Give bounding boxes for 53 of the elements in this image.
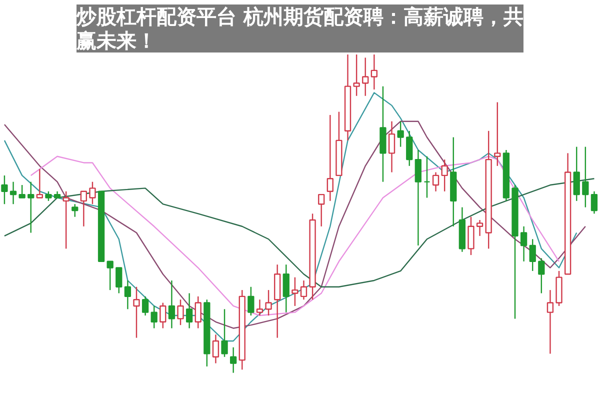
candlestick xyxy=(265,289,272,316)
candlestick xyxy=(133,286,140,338)
candlestick xyxy=(186,292,193,329)
candlestick xyxy=(221,308,228,358)
candlestick xyxy=(1,174,8,205)
candlestick xyxy=(590,190,598,214)
candlestick xyxy=(62,190,70,250)
candlestick xyxy=(106,260,114,291)
candlestick xyxy=(529,238,536,272)
candlestick xyxy=(582,146,589,208)
candlestick xyxy=(194,296,202,329)
candlestick xyxy=(124,280,132,310)
candlestick xyxy=(441,158,448,192)
candlestick xyxy=(520,226,528,262)
candlestick xyxy=(406,130,413,167)
candlestick xyxy=(116,267,122,294)
candlestick xyxy=(388,120,396,173)
candlestick xyxy=(212,334,220,364)
candlestick xyxy=(424,156,430,198)
candlestick xyxy=(177,298,184,326)
candlestick xyxy=(318,194,325,227)
candlestick xyxy=(292,276,298,307)
candlestick xyxy=(300,280,308,300)
candlestick xyxy=(546,289,554,354)
candlestick xyxy=(468,216,474,256)
candlestick xyxy=(353,54,360,96)
candlestick xyxy=(476,219,484,237)
candlestick xyxy=(45,190,52,202)
candlestick xyxy=(326,114,334,202)
chart-title: 炒股杠杆配资平台 杭州期货配资聘：高薪诚聘，共赢未来！ xyxy=(76,4,524,52)
candlestick xyxy=(150,305,158,329)
candlestick xyxy=(160,302,166,329)
candlestick xyxy=(538,258,545,294)
candlestick xyxy=(256,298,264,316)
candlestick xyxy=(573,146,580,202)
candlestick xyxy=(89,181,96,205)
candlestick xyxy=(248,286,254,316)
candlestick xyxy=(36,168,43,198)
candlestick xyxy=(72,204,78,218)
candlestick xyxy=(168,280,176,329)
candlestick xyxy=(494,102,501,167)
candlestick xyxy=(10,181,17,205)
candlestick xyxy=(432,172,440,192)
candlestick xyxy=(80,190,88,227)
candlestick xyxy=(18,184,26,198)
candlestick xyxy=(282,264,290,313)
candlestick xyxy=(28,181,34,234)
candlestick xyxy=(142,296,149,316)
candlestick xyxy=(414,149,422,246)
candlestick xyxy=(397,120,404,148)
candlestick xyxy=(230,346,237,374)
candlestick xyxy=(362,57,369,96)
candlestick xyxy=(370,54,378,90)
